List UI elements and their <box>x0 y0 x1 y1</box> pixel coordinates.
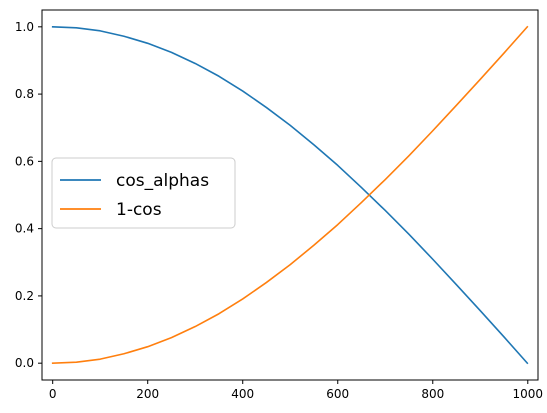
y-axis: 0.0 0.2 0.4 0.6 0.8 1.0 <box>15 20 42 370</box>
series-line-0 <box>51 25 529 365</box>
y-tick-label: 1.0 <box>15 20 34 34</box>
legend: cos_alphas 1-cos <box>51 157 236 229</box>
y-tick-label: 0.0 <box>15 356 34 370</box>
y-tick-label: 0.4 <box>15 222 34 236</box>
x-axis: 0 200 400 600 800 1000 <box>49 380 543 401</box>
y-tick-label: 0.8 <box>15 87 34 101</box>
plot-frame <box>41 9 539 381</box>
series-line-1 <box>51 25 529 365</box>
x-tick-label: 0 <box>49 387 57 401</box>
legend-label-0: cos_alphas <box>116 171 209 191</box>
x-tick-label: 400 <box>231 387 254 401</box>
x-tick-label: 200 <box>136 387 159 401</box>
x-tick-label: 800 <box>421 387 444 401</box>
plot-lines <box>51 25 529 365</box>
x-tick-label: 600 <box>326 387 349 401</box>
legend-label-1: 1-cos <box>116 200 162 220</box>
x-tick-label: 1000 <box>513 387 544 401</box>
y-tick-label: 0.2 <box>15 289 34 303</box>
y-tick-label: 0.6 <box>15 154 34 168</box>
legend-box <box>51 157 236 229</box>
